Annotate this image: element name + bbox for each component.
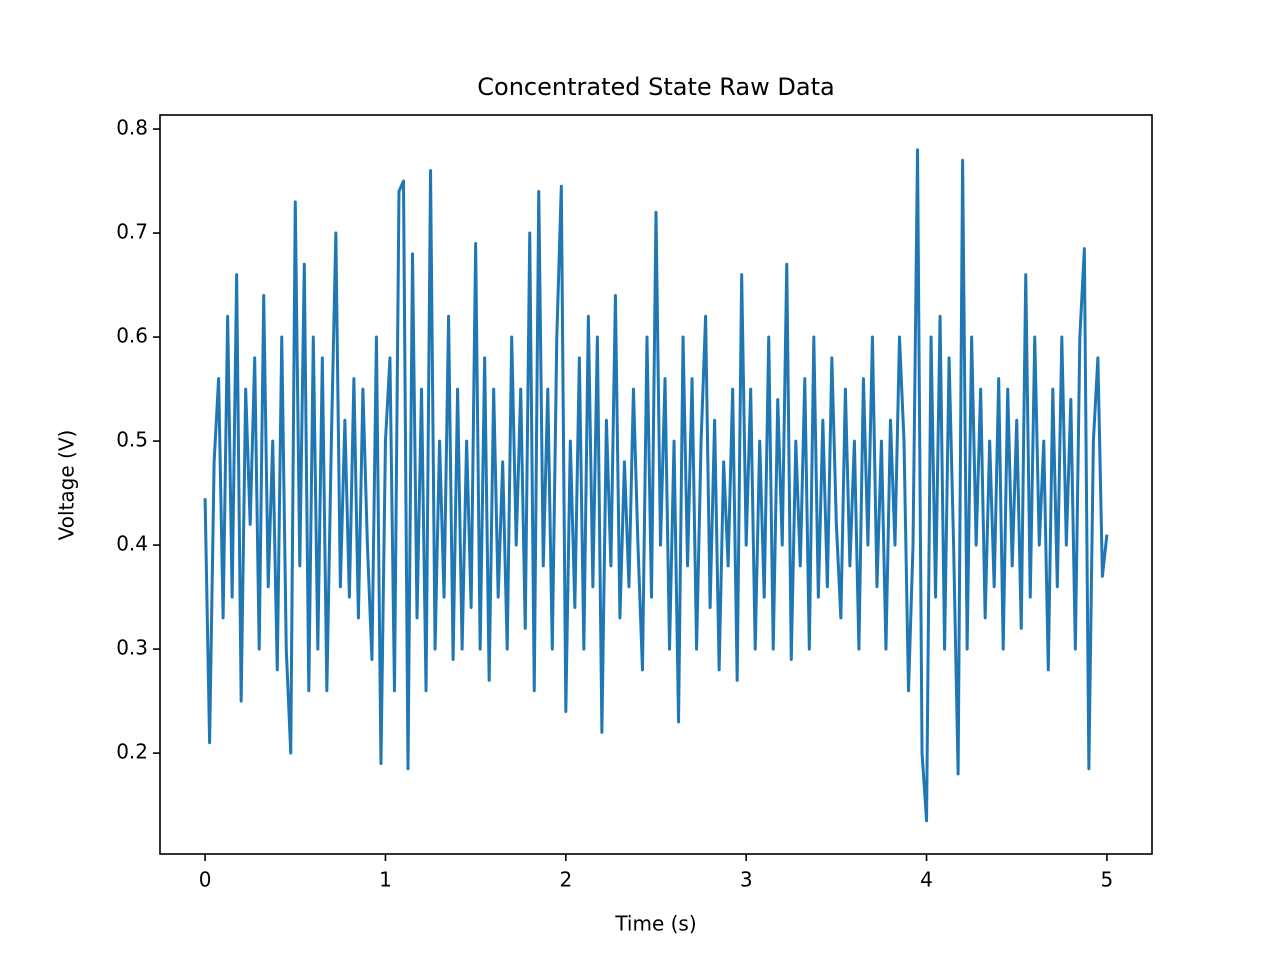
chart-title: Concentrated State Raw Data (477, 73, 834, 101)
y-tick-label: 0.4 (116, 532, 148, 556)
y-tick-label: 0.3 (116, 636, 148, 660)
y-tick-label: 0.7 (116, 220, 148, 244)
data-line (203, 148, 1109, 823)
y-tick-label: 0.5 (116, 428, 148, 452)
x-tick-label: 5 (1101, 868, 1114, 892)
x-tick-label: 3 (740, 868, 753, 892)
x-tick-label: 2 (559, 868, 572, 892)
y-tick-label: 0.2 (116, 740, 148, 764)
x-tick-label: 0 (199, 868, 212, 892)
y-tick-label: 0.6 (116, 324, 148, 348)
plot-frame (159, 114, 1153, 855)
x-axis-label: Time (s) (614, 912, 696, 936)
x-tick-label: 4 (920, 868, 933, 892)
y-tick-label: 0.8 (116, 116, 148, 140)
y-axis-label: Voltage (V) (55, 430, 79, 541)
x-tick-label: 1 (379, 868, 392, 892)
